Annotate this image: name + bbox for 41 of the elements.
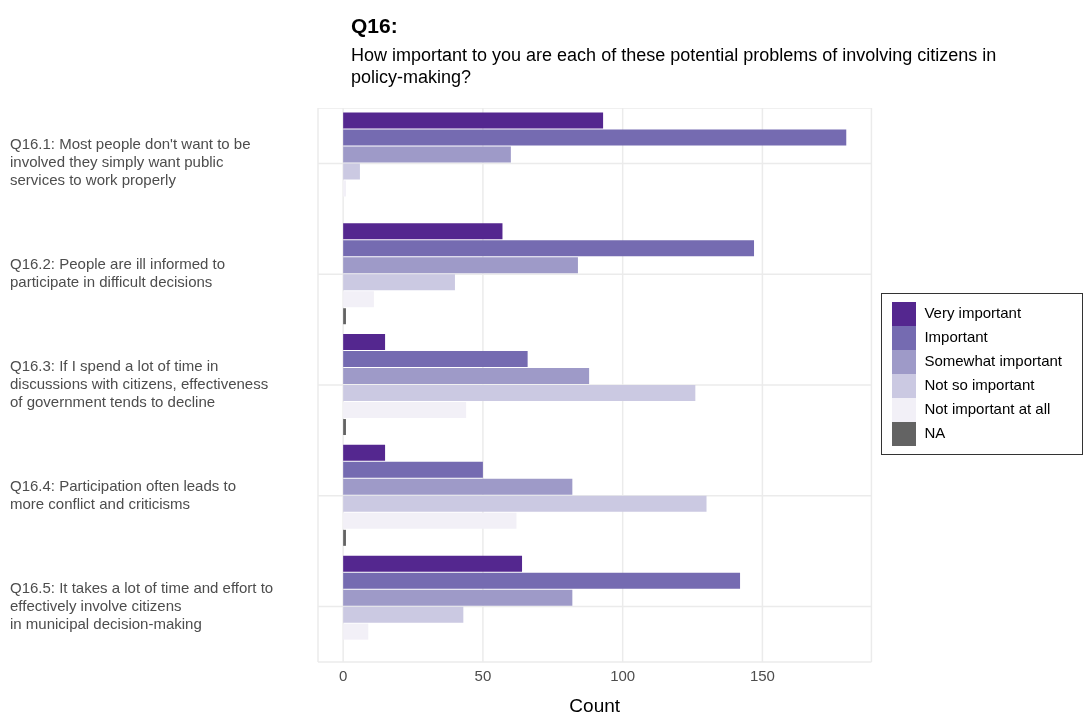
- bar: [343, 163, 360, 180]
- y-tick-label: Q16.1: Most people don't want to be involved they simply want public services to work properly: [10, 135, 251, 189]
- bar: [343, 555, 523, 572]
- bar: [343, 461, 483, 478]
- bar: [343, 385, 696, 402]
- legend-label: Somewhat important: [924, 351, 1062, 369]
- bar: [343, 308, 346, 325]
- bar: [343, 240, 755, 257]
- x-tick-label: 100: [610, 666, 636, 684]
- y-tick-label: Q16.3: If I spend a lot of time in discussions with citizens, effectiveness of government tends to decline: [10, 356, 269, 410]
- bar: [343, 351, 528, 368]
- y-tick-label: Q16.2: People are ill informed to participate in difficult decisions: [10, 255, 226, 291]
- chart-subtitle: How important to you are each of these potential problems of involving citizens in policy-making?: [351, 44, 998, 88]
- chart-title: Q16:: [351, 14, 398, 38]
- bar: [343, 444, 386, 461]
- legend-label: NA: [924, 423, 946, 441]
- x-tick-label: 0: [338, 666, 348, 684]
- bar: [343, 478, 573, 495]
- bar: [343, 112, 604, 129]
- y-tick-label: Q16.5: It takes a lot of time and effort to effectively involve citizens in municipal decision-making: [10, 578, 274, 632]
- bar: [343, 274, 455, 291]
- bar: [343, 419, 346, 436]
- bar: [343, 368, 590, 385]
- x-axis-title: Count: [569, 695, 621, 716]
- x-tick-label: 50: [474, 666, 492, 684]
- legend-label: Important: [924, 327, 988, 345]
- bar: [343, 589, 573, 606]
- legend-label: Not important at all: [924, 399, 1051, 417]
- bar: [343, 146, 511, 163]
- bar: [343, 606, 464, 623]
- legend-label: Not so important: [924, 375, 1035, 393]
- bar: [343, 495, 707, 512]
- bar: [343, 334, 386, 351]
- bar: [343, 257, 578, 274]
- legend-label: Very important: [924, 303, 1022, 321]
- x-tick-label: 150: [749, 666, 775, 684]
- bar: [343, 129, 847, 146]
- bar: [343, 529, 346, 546]
- y-tick-label: Q16.4: Participation often leads to more conflict and criticisms: [10, 476, 236, 512]
- bar: [343, 223, 503, 240]
- bar: [343, 572, 741, 589]
